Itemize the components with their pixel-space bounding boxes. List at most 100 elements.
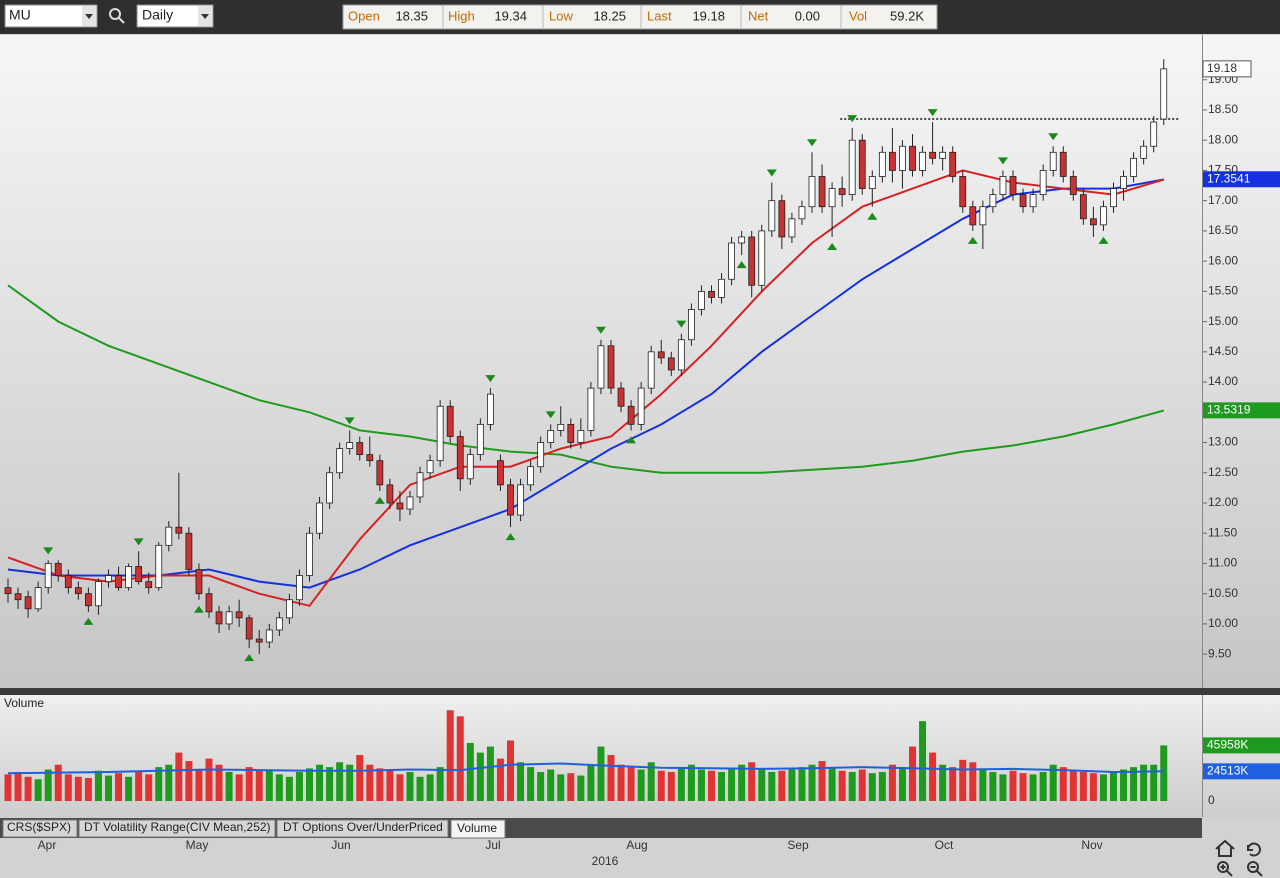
candle-body (1140, 145, 1148, 159)
candle-body (527, 466, 534, 486)
pivot-high-marker (545, 411, 556, 419)
volume-bar (1009, 770, 1017, 801)
candle-body (235, 611, 243, 619)
volume-bar (185, 761, 193, 801)
candle-body (476, 423, 484, 456)
home-icon[interactable] (1215, 839, 1235, 857)
volume-bar (537, 771, 545, 801)
candle-body (85, 593, 92, 607)
candle-body (899, 145, 906, 171)
candle-body (1049, 151, 1057, 171)
volume-bar (587, 764, 595, 801)
last-price-label: 19.18 (1207, 61, 1237, 75)
volume-bar (547, 769, 555, 801)
candle-body (1160, 68, 1168, 120)
candle-body (1039, 170, 1047, 196)
volume-bar (24, 776, 32, 801)
volume-bar (1140, 764, 1148, 801)
candle-body (456, 436, 464, 480)
candle-body (306, 532, 313, 576)
candle-body (326, 472, 334, 504)
pivot-high-marker (595, 326, 606, 334)
search-icon[interactable] (109, 8, 121, 20)
candle-body (446, 405, 454, 437)
interval: Daily (142, 7, 173, 23)
tab[interactable] (78, 819, 276, 838)
volume-bar (1039, 771, 1047, 801)
zoom-out-icon[interactable] (1247, 861, 1259, 873)
volume-bar (647, 762, 655, 801)
y-tick-label: 11.50 (1208, 525, 1237, 539)
volume-bar (265, 769, 273, 801)
volume-bar (235, 774, 243, 801)
reset-icon[interactable] (1247, 842, 1261, 857)
candle-body (798, 206, 806, 220)
candle-body (205, 593, 213, 613)
volume-bar (788, 769, 796, 801)
candle-body (959, 176, 967, 208)
x-tick-label: May (186, 838, 209, 852)
candle-body (155, 544, 163, 589)
candle-body (436, 405, 444, 462)
candle-body (778, 200, 786, 238)
volume-bar (346, 764, 354, 801)
volume-bar (979, 769, 987, 801)
pivot-high-marker (43, 547, 54, 555)
ma-value-label: 13.5319 (1207, 403, 1251, 417)
candle-body (185, 532, 193, 570)
quote-label: Vol (849, 8, 867, 23)
x-tick-label: Apr (38, 838, 57, 852)
interval-box[interactable] (136, 4, 214, 28)
volume-bar (426, 774, 434, 801)
quote-value: 18.25 (593, 8, 626, 23)
candle-body (366, 454, 374, 462)
candle-body (627, 405, 635, 425)
volume-bar (517, 762, 525, 801)
tab[interactable] (2, 819, 78, 838)
candle-body (1130, 157, 1137, 177)
candle-body (698, 290, 705, 310)
candle-body (889, 151, 896, 171)
pivot-low-marker (1098, 236, 1109, 244)
candle-body (868, 176, 876, 189)
candle-body (517, 484, 524, 516)
tab-active[interactable] (450, 819, 506, 839)
candle-body (296, 575, 303, 601)
volume-bar (486, 746, 494, 801)
volume-bar (64, 774, 72, 801)
x-tick-label: Oct (935, 838, 954, 852)
volume-bar (1089, 773, 1097, 801)
candle-body (818, 176, 826, 208)
candle-body (858, 139, 866, 189)
volume-bar (476, 752, 484, 801)
volume-bar (778, 770, 786, 801)
candle-body (416, 472, 424, 498)
candle-body (557, 423, 565, 431)
tab[interactable] (276, 819, 449, 838)
volume-bar (34, 779, 42, 801)
candle-body (878, 151, 886, 177)
candle-body (376, 460, 384, 486)
volume-bar (356, 755, 364, 801)
volume-bar (637, 769, 645, 801)
candle-body (486, 393, 494, 425)
volume-bar (1019, 773, 1027, 801)
volume-bar (215, 764, 223, 801)
candle-body (999, 176, 1007, 196)
x-tick-label: Sep (787, 838, 809, 852)
tab-label: DT Options Over/UnderPriced (283, 820, 443, 834)
volume-tick-label: 0 (1208, 793, 1215, 807)
candle-body (929, 151, 936, 159)
volume-bar (728, 768, 736, 801)
x-tick-label: Jun (331, 838, 350, 852)
zoom-in-icon[interactable] (1217, 861, 1229, 873)
quote-value: 19.34 (494, 8, 527, 23)
symbol-box[interactable] (4, 4, 98, 28)
moving-average (7, 284, 1165, 474)
pivot-low-marker (83, 617, 94, 625)
volume-bar (336, 762, 344, 801)
candle-body (275, 617, 283, 631)
candle-body (657, 351, 665, 359)
volume-bar (4, 774, 12, 801)
volume-bar (708, 770, 715, 801)
